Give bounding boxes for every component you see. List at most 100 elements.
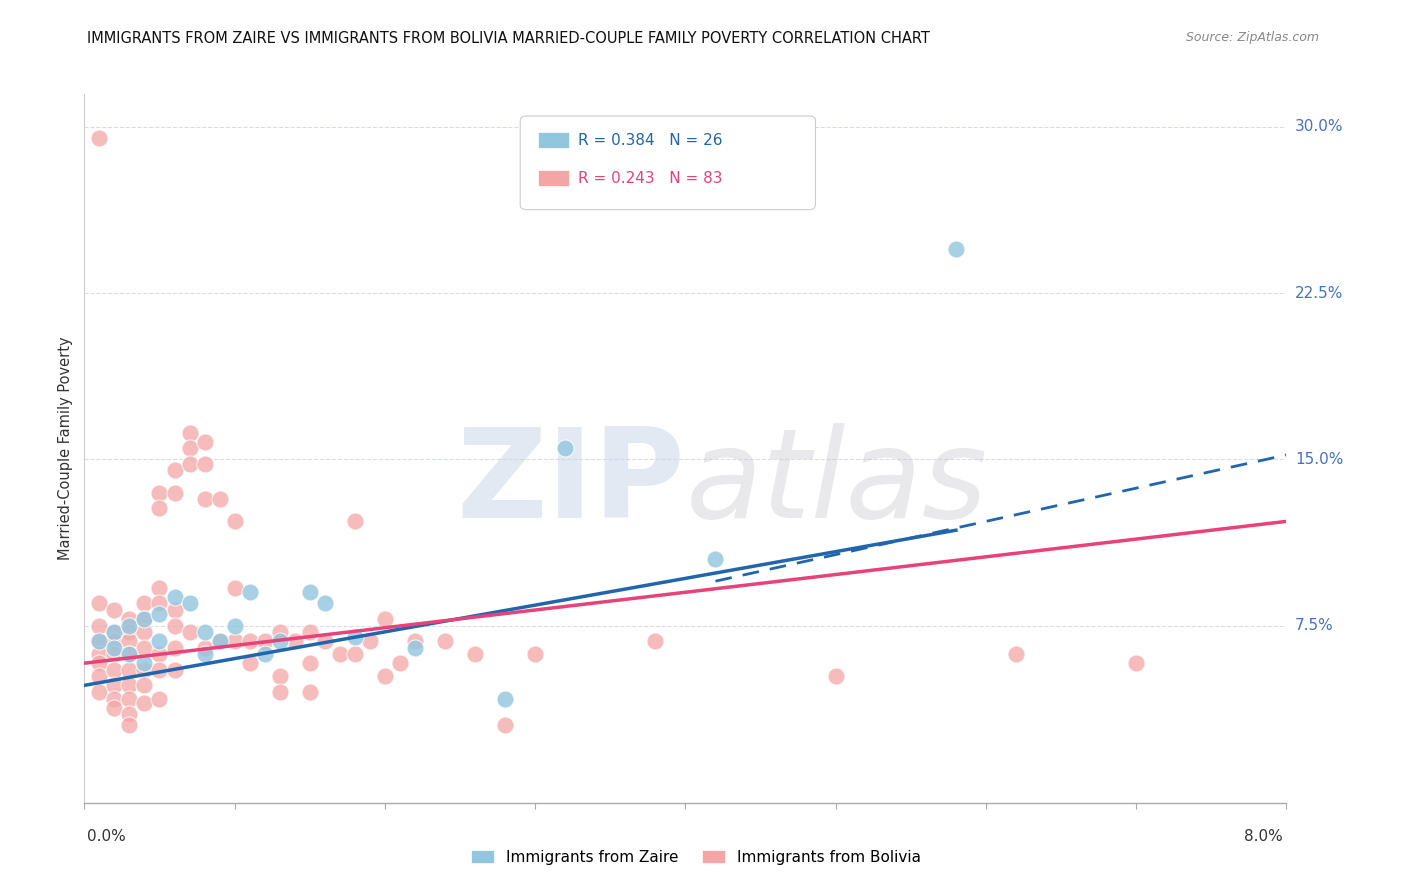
Point: [1125, 656, 1147, 670]
Point: [404, 634, 426, 648]
Point: [434, 634, 457, 648]
Text: 30.0%: 30.0%: [1295, 120, 1343, 135]
Point: [118, 691, 141, 706]
Point: [464, 648, 486, 662]
Point: [148, 607, 170, 622]
Point: [343, 648, 366, 662]
Point: [179, 442, 201, 455]
Point: [298, 585, 321, 599]
Point: [343, 630, 366, 644]
Point: [524, 648, 547, 662]
Point: [179, 596, 201, 610]
Point: [194, 457, 217, 471]
Point: [314, 634, 336, 648]
Point: [374, 612, 396, 626]
Point: [945, 242, 967, 256]
Point: [134, 596, 156, 610]
Text: 7.5%: 7.5%: [1295, 618, 1333, 633]
Point: [163, 640, 186, 655]
Point: [118, 634, 141, 648]
Point: [134, 640, 156, 655]
Point: [224, 581, 246, 595]
Point: [298, 625, 321, 640]
Point: [89, 656, 111, 670]
Point: [89, 634, 111, 648]
Point: [644, 634, 666, 648]
Point: [269, 685, 291, 699]
Point: [239, 656, 262, 670]
Point: [404, 640, 426, 655]
Point: [134, 612, 156, 626]
Point: [284, 634, 307, 648]
Text: R = 0.243   N = 83: R = 0.243 N = 83: [578, 171, 723, 186]
Point: [118, 625, 141, 640]
Point: [224, 634, 246, 648]
Point: [253, 648, 276, 662]
Point: [388, 656, 411, 670]
Text: 0.0%: 0.0%: [87, 830, 127, 844]
Point: [89, 685, 111, 699]
Point: [329, 648, 352, 662]
Point: [494, 691, 516, 706]
Point: [148, 634, 170, 648]
Point: [148, 581, 170, 595]
Point: [103, 625, 125, 640]
Point: [103, 648, 125, 662]
Point: [554, 442, 576, 455]
Point: [494, 718, 516, 732]
Point: [704, 552, 727, 566]
Point: [298, 685, 321, 699]
Point: [134, 696, 156, 710]
Point: [163, 463, 186, 477]
Point: [118, 612, 141, 626]
Point: [103, 640, 125, 655]
Point: [179, 625, 201, 640]
Point: [824, 669, 846, 683]
Text: 8.0%: 8.0%: [1243, 830, 1282, 844]
Point: [343, 514, 366, 528]
Point: [89, 634, 111, 648]
Point: [148, 663, 170, 677]
Point: [118, 648, 141, 662]
Point: [148, 691, 170, 706]
Point: [134, 678, 156, 692]
Point: [194, 625, 217, 640]
Point: [163, 603, 186, 617]
Point: [89, 131, 111, 145]
Point: [118, 718, 141, 732]
Y-axis label: Married-Couple Family Poverty: Married-Couple Family Poverty: [58, 336, 73, 560]
Point: [103, 625, 125, 640]
Point: [269, 625, 291, 640]
Point: [224, 618, 246, 632]
Point: [194, 640, 217, 655]
Point: [314, 596, 336, 610]
Point: [89, 648, 111, 662]
Point: [269, 669, 291, 683]
Legend: Immigrants from Zaire, Immigrants from Bolivia: Immigrants from Zaire, Immigrants from B…: [465, 844, 927, 871]
Point: [134, 625, 156, 640]
Point: [118, 663, 141, 677]
Point: [103, 700, 125, 714]
Point: [148, 501, 170, 516]
Text: ZIP: ZIP: [457, 423, 686, 544]
Point: [239, 634, 262, 648]
Point: [179, 457, 201, 471]
Point: [269, 634, 291, 648]
Point: [134, 656, 156, 670]
Point: [239, 585, 262, 599]
Point: [208, 634, 231, 648]
Point: [208, 492, 231, 507]
Text: Source: ZipAtlas.com: Source: ZipAtlas.com: [1185, 31, 1319, 45]
Point: [194, 434, 217, 449]
Point: [208, 634, 231, 648]
Text: 22.5%: 22.5%: [1295, 285, 1343, 301]
Text: IMMIGRANTS FROM ZAIRE VS IMMIGRANTS FROM BOLIVIA MARRIED-COUPLE FAMILY POVERTY C: IMMIGRANTS FROM ZAIRE VS IMMIGRANTS FROM…: [87, 31, 929, 46]
Point: [359, 634, 381, 648]
Point: [103, 663, 125, 677]
Point: [1005, 648, 1028, 662]
Point: [134, 663, 156, 677]
Point: [118, 707, 141, 722]
Text: 15.0%: 15.0%: [1295, 452, 1343, 467]
Point: [224, 514, 246, 528]
Point: [89, 618, 111, 632]
